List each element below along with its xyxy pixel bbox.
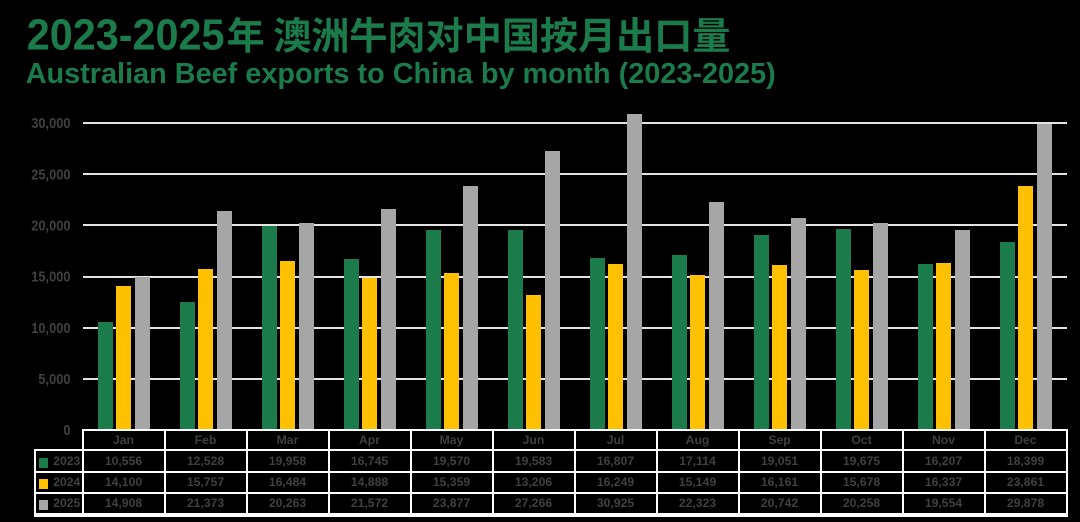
svg-text:25,000: 25,000: [31, 167, 70, 183]
svg-text:0: 0: [63, 423, 70, 439]
svg-text:2023-2025: 2023-2025: [27, 10, 225, 59]
svg-text:Australian Beef exports to Chi: Australian Beef exports to China by mont…: [26, 58, 776, 90]
svg-text:10,000: 10,000: [31, 321, 70, 337]
svg-text:30,000: 30,000: [31, 116, 70, 132]
svg-text:5,000: 5,000: [38, 372, 70, 388]
svg-text:15,000: 15,000: [31, 270, 70, 286]
svg-text:20,000: 20,000: [31, 219, 70, 235]
